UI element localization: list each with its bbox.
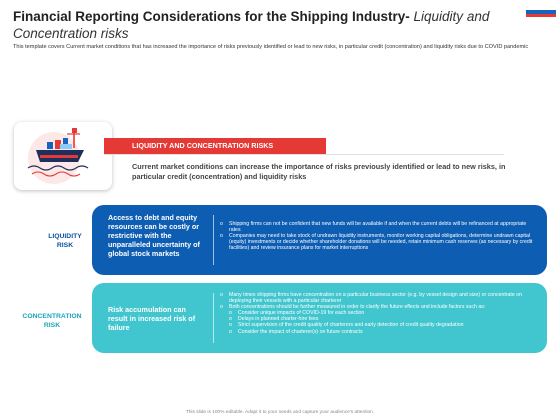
liquidity-bullet-list: Shipping firms can not be confident that… [220, 221, 538, 251]
liquidity-risk-panel: Access to debt and equity resources can … [92, 205, 547, 275]
cargo-ship-icon [27, 128, 89, 184]
list-item: Many times shipping firms have concentra… [220, 292, 538, 304]
list-item: Both concentrations should be further me… [220, 304, 538, 310]
liquidity-summary: Access to debt and equity resources can … [108, 213, 200, 258]
list-item: Delays in planned charter-hire fees [220, 316, 538, 322]
concentration-risk-label: CONCENTRATION RISK [22, 313, 82, 329]
page-title-main: Financial Reporting Considerations for t… [13, 9, 410, 24]
ship-illustration-card [14, 122, 112, 190]
liquidity-risk-label: LIQUIDITY RISK [48, 233, 82, 249]
risk-intro-text: Current market conditions can increase t… [132, 162, 506, 181]
page-title: Financial Reporting Considerations for t… [13, 8, 523, 42]
list-item: Shipping firms can not be confident that… [220, 221, 538, 233]
banner-divider [104, 154, 504, 155]
accent-bar-blue [526, 10, 556, 14]
list-item: Companies may need to take stock of undr… [220, 233, 538, 251]
panel-divider [213, 215, 214, 265]
concentration-bullet-list: Many times shipping firms have concentra… [220, 292, 538, 335]
list-item: Strict supervision of the credit quality… [220, 322, 538, 328]
concentration-risk-panel: Risk accumulation can result in increase… [92, 283, 547, 353]
concentration-summary: Risk accumulation can result in increase… [108, 305, 196, 332]
page-title-subtitle: Liquidity and Concentration risks [13, 9, 490, 41]
footer-note: This slide is 100% editable. Adapt it to… [185, 410, 375, 415]
page-description: This template covers Current market cond… [13, 44, 529, 50]
risk-banner: LIQUIDITY AND CONCENTRATION RISKS [104, 138, 326, 154]
panel-divider [213, 293, 214, 343]
list-item: Consider the impact of charterer(s) on f… [220, 329, 538, 335]
accent-bar-red [526, 14, 556, 17]
list-item: Consider unique impacts of COVID-19 for … [220, 310, 538, 316]
